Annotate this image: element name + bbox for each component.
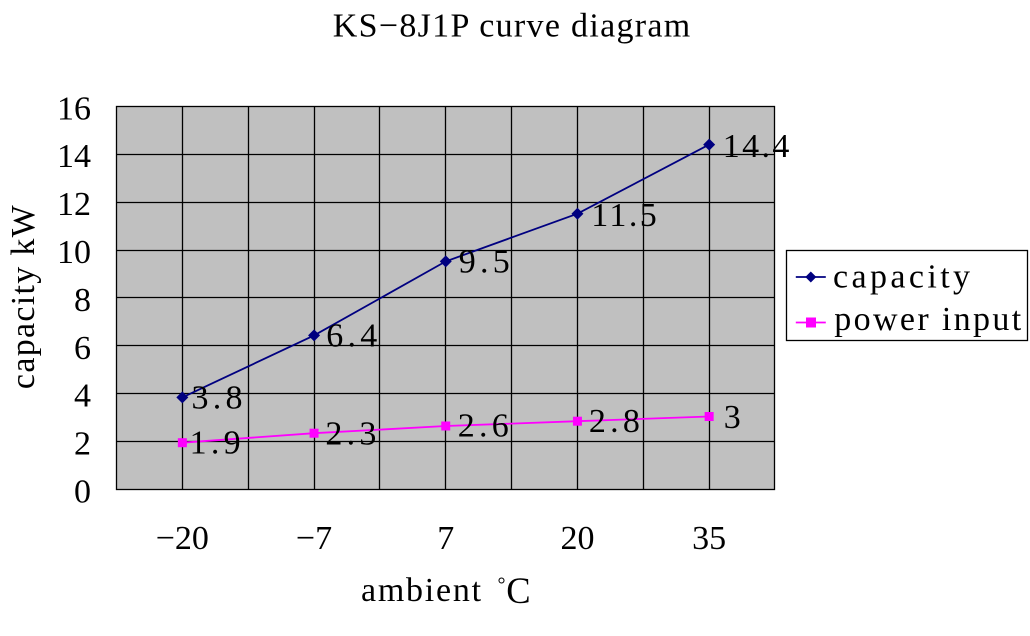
svg-text:3.8: 3.8 <box>192 380 247 417</box>
svg-text:9.5: 9.5 <box>459 244 514 281</box>
svg-text:power input: power input <box>834 301 1023 338</box>
svg-text:10: 10 <box>57 234 91 271</box>
svg-text:35: 35 <box>692 520 726 557</box>
svg-text:20: 20 <box>560 520 594 557</box>
svg-text:2: 2 <box>74 426 91 463</box>
svg-text:6: 6 <box>74 330 91 367</box>
svg-text:7: 7 <box>437 520 454 557</box>
svg-text:3: 3 <box>724 399 741 436</box>
svg-text:6.4: 6.4 <box>326 318 381 355</box>
svg-text:14.4: 14.4 <box>723 128 792 165</box>
svg-text:KS−8J1P curve diagram: KS−8J1P curve diagram <box>333 8 692 45</box>
svg-text:0: 0 <box>74 474 91 511</box>
svg-text:ambient °C: ambient °C <box>361 570 532 611</box>
svg-text:12: 12 <box>57 186 91 223</box>
svg-text:capacity: capacity <box>833 259 973 296</box>
svg-text:2.3: 2.3 <box>325 416 380 453</box>
svg-text:16: 16 <box>57 90 91 127</box>
svg-text:−20: −20 <box>156 520 209 557</box>
svg-text:4: 4 <box>74 378 91 415</box>
svg-text:1.9: 1.9 <box>190 425 245 462</box>
svg-text:2.8: 2.8 <box>589 403 644 440</box>
svg-text:2.6: 2.6 <box>458 408 513 445</box>
svg-text:11.5: 11.5 <box>591 197 659 234</box>
svg-text:−7: −7 <box>296 520 332 557</box>
svg-text:8: 8 <box>74 282 91 319</box>
svg-text:14: 14 <box>57 138 91 175</box>
svg-text:capacity kW: capacity kW <box>5 204 42 389</box>
